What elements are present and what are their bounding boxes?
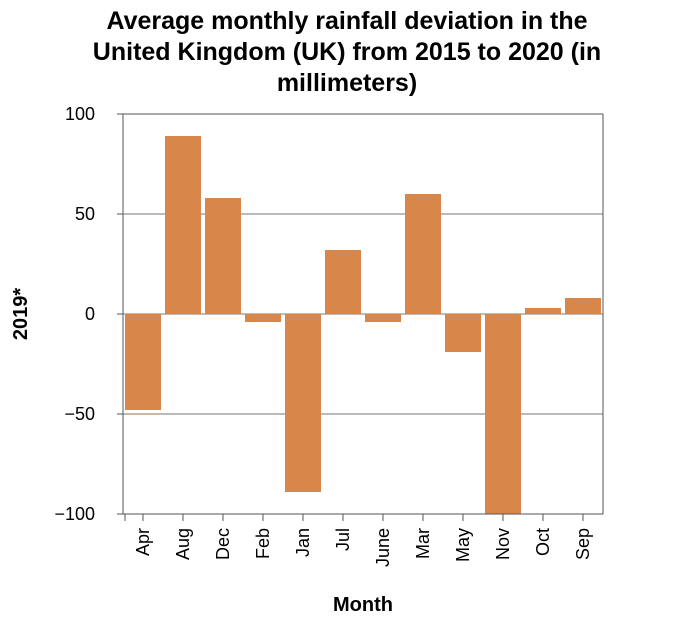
x-tick-label: Jul	[333, 528, 353, 551]
bar-jul	[325, 250, 361, 314]
x-tick-label: Mar	[413, 528, 433, 559]
bar-apr	[125, 314, 161, 410]
x-tick-label: May	[453, 528, 473, 562]
x-tick-label: Feb	[253, 528, 273, 559]
x-tick-label: Aug	[173, 528, 193, 560]
y-axis-label: 2019*	[10, 288, 32, 340]
chart-title-line-3: millimeters)	[276, 69, 418, 97]
x-tick-label: Sep	[573, 528, 593, 560]
y-tick-label: 100	[65, 104, 95, 124]
bar-feb	[245, 314, 281, 322]
y-tick-label: 50	[75, 204, 95, 224]
y-tick-label: 0	[85, 304, 95, 324]
chart-title-line-2: United Kingdom (UK) from 2015 to 2020 (i…	[92, 38, 602, 66]
bar-oct	[525, 308, 561, 314]
x-tick-label: Oct	[533, 528, 553, 556]
y-tick-label: −50	[64, 404, 95, 424]
y-tick-label: −100	[54, 504, 95, 524]
bar-jan	[285, 314, 321, 492]
bars	[125, 136, 601, 514]
bar-june	[365, 314, 401, 322]
bar-aug	[165, 136, 201, 314]
bar-may	[445, 314, 481, 352]
x-tick-label: Nov	[493, 528, 513, 560]
x-tick-label: June	[373, 528, 393, 567]
chart-title: Average monthly rainfall deviation in th…	[0, 6, 694, 99]
bar-dec	[205, 198, 241, 314]
bar-mar	[405, 194, 441, 314]
bar-sep	[565, 298, 601, 314]
x-tick-label: Jan	[293, 528, 313, 557]
y-ticks: −100 −50 0 50 100	[54, 104, 123, 524]
chart-title-line-1: Average monthly rainfall deviation in th…	[106, 7, 588, 35]
x-axis-label: Month	[333, 594, 393, 616]
x-tick-label: Apr	[133, 528, 153, 556]
bar-nov	[485, 314, 521, 514]
x-tick-label: Dec	[213, 528, 233, 560]
x-ticks: Apr Aug Dec Feb Jan Jul June Mar May Nov Oct Sep	[124, 514, 593, 567]
